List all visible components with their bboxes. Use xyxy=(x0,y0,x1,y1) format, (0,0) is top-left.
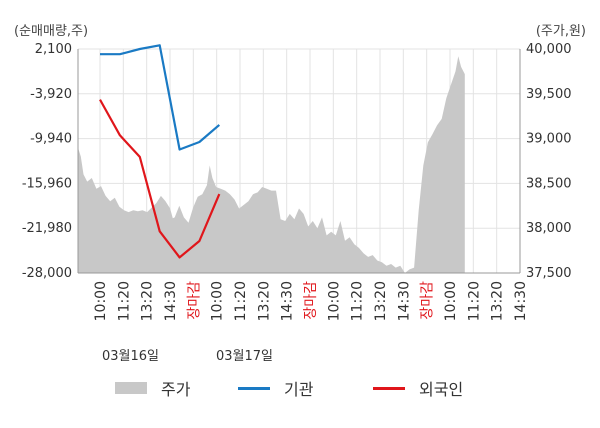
x-tick-label: 11:20 xyxy=(350,281,366,321)
right-tick-label: 38,000 xyxy=(526,221,572,236)
legend-swatch-foreign xyxy=(373,386,405,390)
x-tick-label: 14:30 xyxy=(163,281,179,321)
institution-line xyxy=(100,44,221,151)
x-tick-label: 14:30 xyxy=(396,281,412,321)
x-tick-label: 11:20 xyxy=(233,281,249,321)
right-tick-label: 39,000 xyxy=(526,132,572,147)
x-tick-label: 13:20 xyxy=(490,281,506,321)
x-tick-label: 10:00 xyxy=(326,281,342,321)
x-tick-label: 장마감 xyxy=(186,281,202,320)
legend-item-institution: 기관 xyxy=(238,376,313,400)
legend-swatch-price xyxy=(115,382,147,394)
x-tick-label: 13:20 xyxy=(373,281,389,321)
x-tick-label: 11:20 xyxy=(116,281,132,321)
x-tick-label: 13:20 xyxy=(256,281,272,321)
legend-item-foreign: 외국인 xyxy=(373,376,463,400)
x-tick-label: 10:00 xyxy=(93,281,109,321)
left-tick-label: 2,100 xyxy=(35,42,72,57)
x-tick-label: 13:20 xyxy=(140,281,156,321)
right-tick-label: 37,500 xyxy=(526,266,572,281)
left-tick-label: -9,940 xyxy=(30,132,72,147)
legend-label-foreign: 외국인 xyxy=(419,380,464,399)
left-tick-label: -21,980 xyxy=(22,221,72,236)
x-tick-label: 14:30 xyxy=(280,281,296,321)
left-tick-label: -28,000 xyxy=(22,266,72,281)
right-tick-label: 40,000 xyxy=(526,42,572,57)
x-tick-label: 11:20 xyxy=(466,281,482,321)
price-area xyxy=(78,56,465,274)
x-tick-label: 10:00 xyxy=(443,281,459,321)
foreign-line xyxy=(99,99,221,259)
legend-swatch-institution xyxy=(238,386,270,390)
legend-label-institution: 기관 xyxy=(284,380,314,399)
legend-item-price: 주가 xyxy=(115,376,190,400)
date-label-day2: 03월17일 xyxy=(216,349,274,364)
x-tick-label: 10:00 xyxy=(210,281,226,321)
right-tick-label: 38,500 xyxy=(526,176,572,191)
left-tick-label: -3,920 xyxy=(30,87,72,102)
legend-label-price: 주가 xyxy=(161,380,191,399)
date-label-day1: 03월16일 xyxy=(102,349,160,364)
x-tick-label: 장마감 xyxy=(303,281,319,320)
right-tick-label: 39,500 xyxy=(526,87,572,102)
x-tick-label: 장마감 xyxy=(420,281,436,320)
left-tick-label: -15,960 xyxy=(22,176,72,191)
x-tick-label: 14:30 xyxy=(513,281,529,321)
right-axis-unit-label: (주가,원) xyxy=(535,24,586,39)
left-axis-unit-label: (순매매량,주) xyxy=(14,24,89,39)
